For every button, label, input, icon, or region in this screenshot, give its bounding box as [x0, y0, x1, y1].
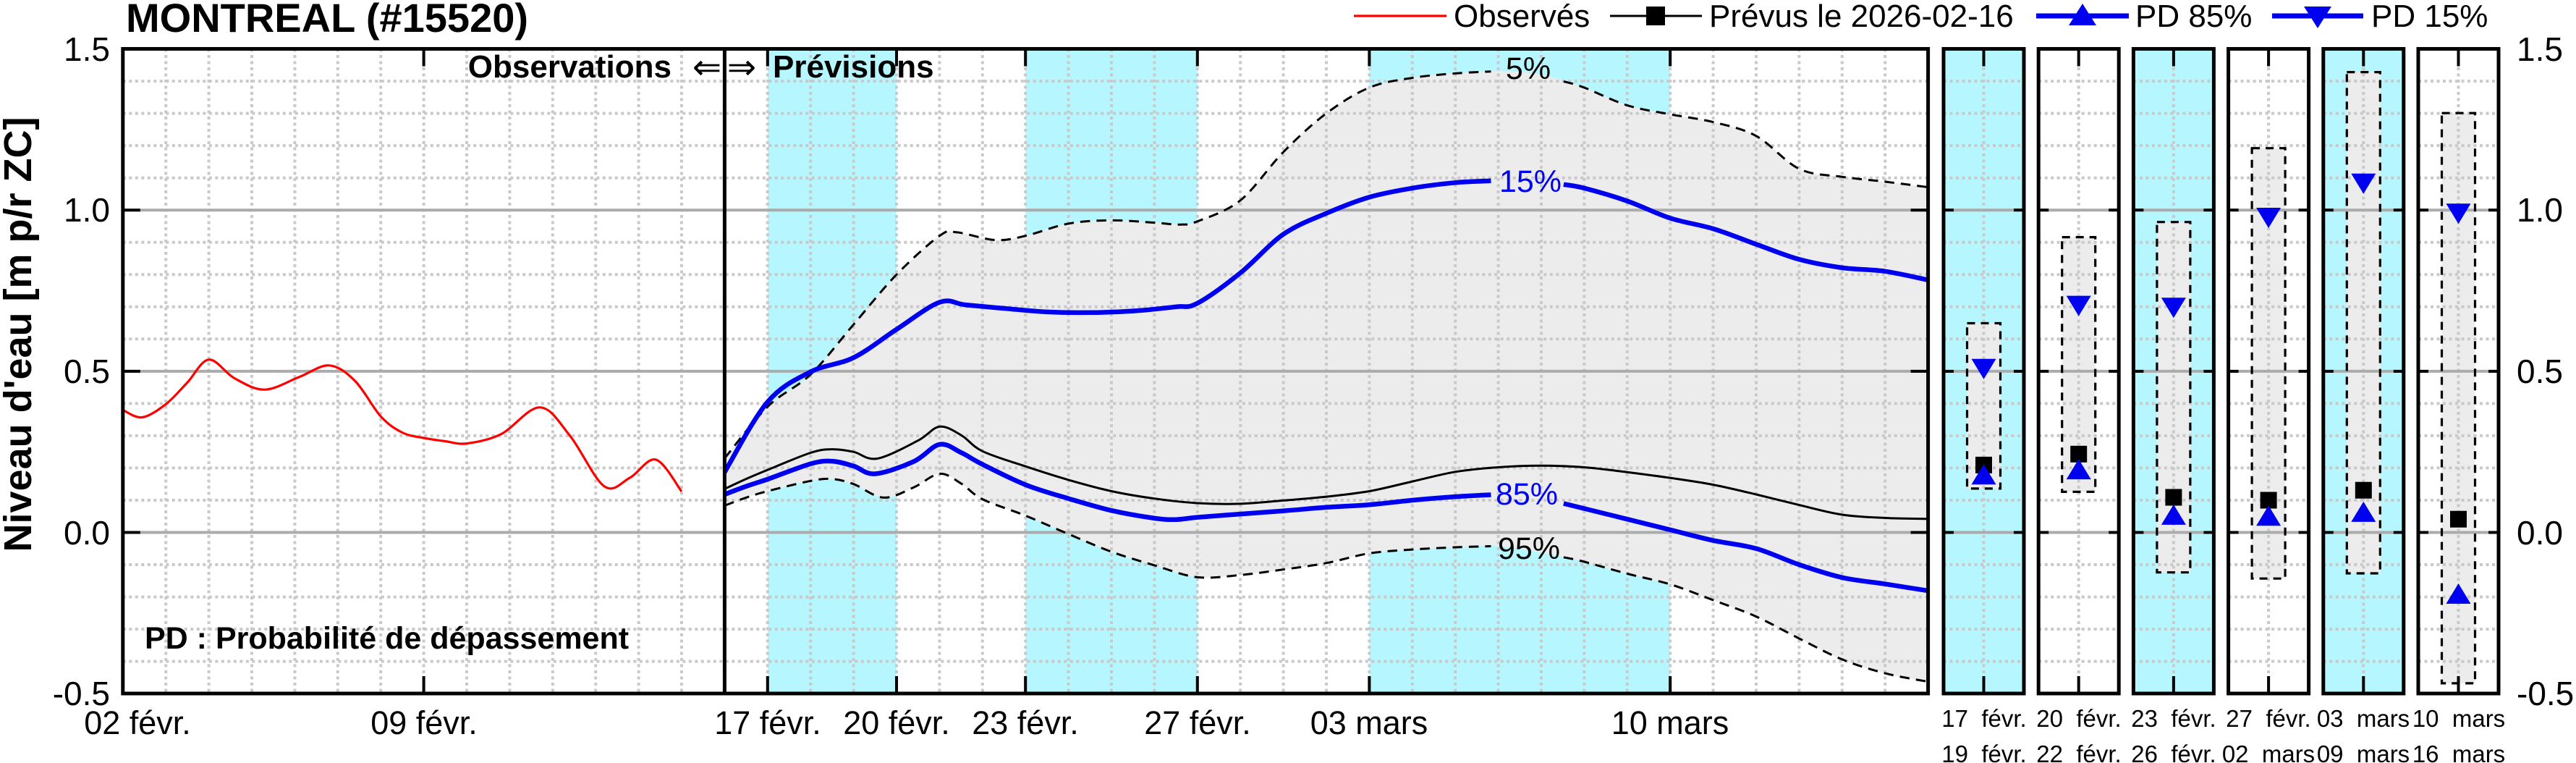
svg-text:0.5: 0.5 — [2517, 353, 2563, 390]
svg-text:23 févr.: 23 févr. — [972, 704, 1079, 741]
svg-text:1.0: 1.0 — [2517, 191, 2563, 229]
svg-text:Niveau d'eau [m p/r ZC]: Niveau d'eau [m p/r ZC] — [0, 117, 40, 552]
svg-text:10 mars: 10 mars — [2412, 705, 2505, 732]
svg-text:Prévus le 2026-02-16: Prévus le 2026-02-16 — [1709, 0, 2014, 34]
svg-text:02 mars: 02 mars — [2222, 741, 2315, 763]
svg-text:0.0: 0.0 — [2517, 514, 2563, 552]
svg-text:03 mars: 03 mars — [1310, 704, 1428, 741]
svg-text:PD 15%: PD 15% — [2371, 0, 2488, 34]
svg-text:-0.5: -0.5 — [53, 675, 110, 712]
svg-text:5%: 5% — [1506, 51, 1551, 86]
svg-text:MONTREAL (#15520): MONTREAL (#15520) — [126, 0, 528, 41]
svg-text:17 févr.: 17 févr. — [1941, 705, 2026, 732]
svg-text:85%: 85% — [1496, 477, 1558, 512]
svg-text:Prévisions: Prévisions — [773, 49, 934, 85]
svg-text:-0.5: -0.5 — [2517, 675, 2574, 712]
svg-text:27 févr.: 27 févr. — [1144, 704, 1251, 741]
svg-text:1.5: 1.5 — [64, 30, 110, 68]
svg-text:16 mars: 16 mars — [2412, 741, 2505, 763]
svg-text:02 févr.: 02 févr. — [84, 704, 191, 741]
svg-text:19 févr.: 19 févr. — [1941, 741, 2026, 763]
svg-text:1.5: 1.5 — [2517, 30, 2563, 68]
svg-text:95%: 95% — [1498, 531, 1560, 566]
svg-text:20 févr.: 20 févr. — [2036, 705, 2121, 732]
svg-text:⇒: ⇒ — [727, 49, 756, 87]
svg-text:22 févr.: 22 févr. — [2036, 741, 2121, 763]
svg-text:17 févr.: 17 févr. — [714, 704, 821, 741]
svg-text:09 févr.: 09 févr. — [370, 704, 478, 741]
svg-text:Observations: Observations — [468, 49, 671, 85]
svg-text:1.0: 1.0 — [64, 191, 110, 229]
svg-text:26 févr.: 26 févr. — [2131, 741, 2216, 763]
svg-text:15%: 15% — [1499, 164, 1562, 199]
svg-text:10 mars: 10 mars — [1611, 704, 1729, 741]
svg-text:20 févr.: 20 févr. — [843, 704, 950, 741]
svg-text:Observés: Observés — [1454, 0, 1590, 34]
svg-text:0.5: 0.5 — [64, 353, 110, 390]
svg-text:PD 85%: PD 85% — [2135, 0, 2252, 34]
svg-text:0.0: 0.0 — [64, 514, 110, 552]
svg-text:⇐: ⇐ — [692, 49, 721, 87]
svg-text:23 févr.: 23 févr. — [2131, 705, 2216, 732]
svg-text:03 mars: 03 mars — [2317, 705, 2410, 732]
svg-text:PD : Probabilité de dépassemen: PD : Probabilité de dépassement — [145, 621, 629, 656]
svg-text:27 févr.: 27 févr. — [2226, 705, 2310, 732]
svg-text:09 mars: 09 mars — [2317, 741, 2410, 763]
